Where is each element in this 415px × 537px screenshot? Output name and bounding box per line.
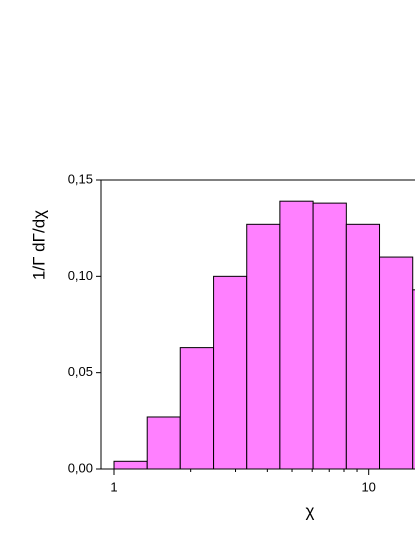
bar [379,256,414,470]
y-tick-label: 0,10 [68,268,93,283]
bar [312,202,347,470]
bar [213,275,248,470]
bar [412,289,415,470]
y-axis-label: 1/Γ dΓ/dχ [29,210,48,280]
bar [113,460,148,470]
x-axis-label: χ [306,501,315,520]
bar [179,347,215,470]
y-tick-label: 0,05 [68,364,93,379]
bar [146,416,181,470]
bars [113,200,415,470]
x-tick-label: 10 [361,479,375,494]
bar [345,223,381,470]
bar [279,200,314,470]
y-tick-label: 0,15 [68,171,93,186]
bar [246,223,281,470]
y-tick-label: 0,00 [68,460,93,475]
x-tick-label: 1 [110,479,117,494]
